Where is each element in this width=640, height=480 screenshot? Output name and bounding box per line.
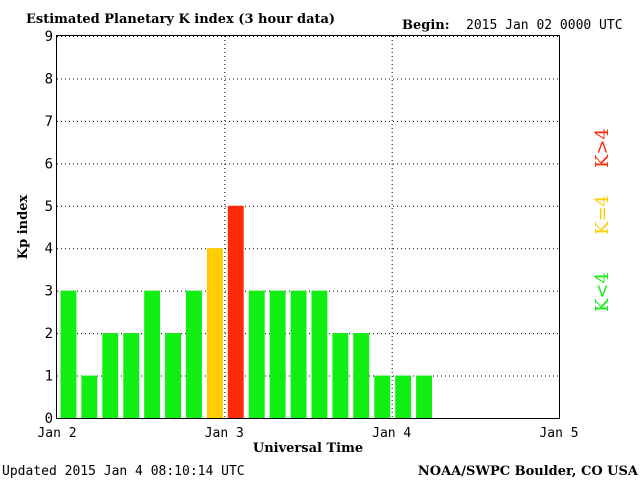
x-tick-labels: Jan 2 Jan 3 Jan 4 Jan 5 [37, 426, 578, 441]
kp-bar [416, 375, 432, 418]
kp-bar [123, 333, 140, 418]
begin-value: 2015 Jan 02 0000 UTC [466, 18, 623, 33]
y-tick-label: 2 [45, 326, 53, 342]
y-tick-label: 5 [45, 199, 53, 215]
kp-bar [81, 375, 98, 418]
kp-bar [269, 290, 286, 418]
kp-bar [395, 375, 412, 418]
y-tick-label: 9 [45, 29, 53, 45]
y-tick-label: 3 [45, 284, 53, 300]
kp-bar [332, 333, 349, 418]
kp-bar [353, 333, 370, 418]
kp-bar [186, 290, 202, 418]
y-tick-label: 1 [45, 369, 53, 385]
y-tick-label: 4 [45, 241, 53, 257]
kp-bar [374, 375, 391, 418]
x-axis-label: Universal Time [253, 441, 363, 456]
begin-label: Begin: [402, 18, 450, 33]
y-tick-label: 6 [45, 156, 53, 172]
y-tick-labels: 0 1 2 3 4 5 6 7 8 9 [45, 29, 53, 427]
x-tick-label: Jan 5 [539, 426, 578, 441]
chart-title: Estimated Planetary K index (3 hour data… [26, 12, 335, 27]
legend-mid: K=4 [592, 195, 613, 235]
legend-low: K<4 [592, 272, 613, 312]
kp-bar [144, 290, 161, 418]
x-tick-label: Jan 3 [205, 426, 244, 441]
source-credit: NOAA/SWPC Boulder, CO USA [418, 464, 639, 479]
x-tick-label: Jan 2 [37, 426, 76, 441]
y-tick-label: 8 [45, 71, 53, 87]
kp-bar [290, 290, 307, 418]
kp-bar [227, 205, 244, 418]
bars [60, 205, 432, 418]
y-axis-label: Kp index [16, 195, 31, 260]
kp-bar [248, 290, 265, 418]
kp-bar [165, 333, 181, 418]
kp-bar [60, 290, 77, 418]
plot-frame [56, 35, 560, 419]
kp-bar [311, 290, 328, 418]
kp-bar [206, 248, 223, 418]
y-tick-label: 7 [45, 114, 53, 130]
updated-timestamp: Updated 2015 Jan 4 08:10:14 UTC [2, 464, 245, 479]
legend-high: K>4 [592, 128, 613, 168]
y-tick-label: 0 [45, 411, 53, 427]
kp-bar [102, 333, 119, 418]
x-tick-label: Jan 4 [372, 426, 411, 441]
